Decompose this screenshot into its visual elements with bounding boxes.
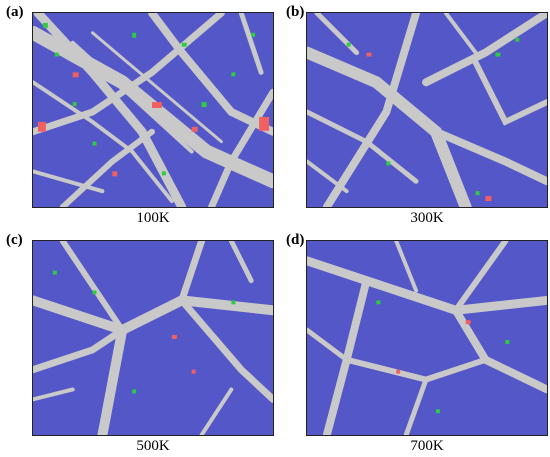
temperature-label-500k: 500K [136,438,170,454]
snapshot-image-500k [33,241,273,435]
snapshot-image-700k [307,241,547,435]
panel-letter-d: (d) [286,232,305,248]
snapshot-image-300k [307,13,547,207]
temperature-label-100k: 100K [136,210,170,226]
simulation-snapshot-700k [306,240,548,436]
simulation-snapshot-500k [32,240,274,436]
panel-letter-a: (a) [6,4,24,20]
panel-letter-c: (c) [6,232,23,248]
temperature-label-300k: 300K [410,210,444,226]
simulation-snapshot-300k [306,12,548,208]
simulation-snapshot-100k [32,12,274,208]
snapshot-image-100k [33,13,273,207]
panel-letter-b: (b) [286,4,305,20]
temperature-label-700k: 700K [410,438,444,454]
